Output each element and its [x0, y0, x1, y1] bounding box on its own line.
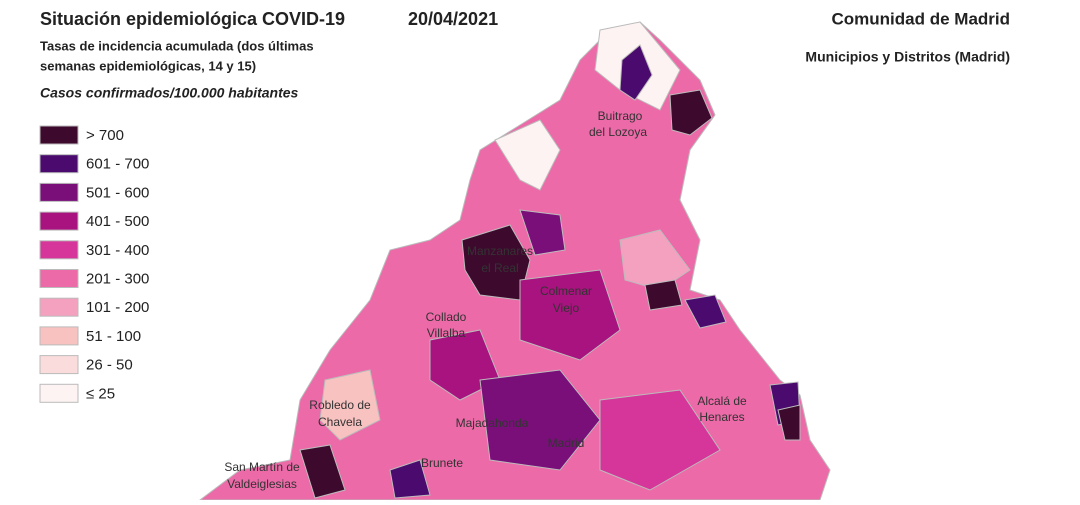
zone: [389, 459, 431, 499]
legend-swatch: [39, 125, 79, 145]
map-shapes: [198, 21, 831, 501]
zone: [319, 369, 381, 441]
unit: Casos confirmados/100.000 habitantes: [40, 85, 299, 101]
legend-swatch: [39, 154, 79, 174]
zone: [777, 404, 801, 441]
legend-label: 501 - 600: [86, 184, 149, 201]
place-label: Buitrago: [598, 109, 643, 123]
scope: Municipios y Distritos (Madrid): [805, 49, 1010, 65]
place-label: Brunete: [421, 456, 463, 470]
legend-label: 51 - 100: [86, 328, 141, 345]
legend-swatch: [39, 211, 79, 231]
zone: [599, 389, 721, 491]
legend-label: 401 - 500: [86, 213, 149, 230]
legend-label: ≤ 25: [86, 385, 115, 402]
subtitle: semanas epidemiológicas, 14 y 15): [40, 58, 256, 73]
place-label: Manzanares: [467, 244, 533, 258]
legend-label: 201 - 300: [86, 270, 149, 287]
zone: [479, 369, 601, 471]
zone: [619, 44, 653, 101]
legend-swatch: [39, 182, 79, 202]
place-label: Chavela: [318, 415, 362, 429]
zone: [644, 279, 683, 311]
region: Comunidad de Madrid: [832, 9, 1011, 28]
legend-swatch: [39, 355, 79, 375]
zone: [299, 444, 346, 499]
legend-swatch: [39, 269, 79, 288]
zone: [684, 294, 727, 329]
legend-label: 26 - 50: [86, 357, 133, 374]
place-label: Robledo de: [309, 398, 371, 412]
legend-swatch: [39, 297, 79, 317]
zone: [519, 269, 621, 361]
subtitle: Tasas de incidencia acumulada (dos últim…: [40, 38, 314, 53]
place-label: Majadahonda: [456, 416, 529, 430]
place-label: Villalba: [427, 326, 466, 340]
place-label: San Martín de: [224, 460, 300, 474]
place-label: Collado: [426, 310, 467, 324]
place-label: el Real: [481, 261, 518, 275]
zone: [519, 209, 566, 256]
place-label: Viejo: [553, 301, 580, 315]
legend-label: > 700: [86, 127, 124, 144]
zone: [494, 119, 561, 191]
date: 20/04/2021: [408, 9, 498, 29]
zone: [669, 89, 713, 136]
place-label: Alcalá de: [697, 394, 747, 408]
place-label: Madrid: [548, 436, 585, 450]
legend-label: 101 - 200: [86, 299, 149, 316]
legend-swatch: [39, 326, 79, 346]
place-label: Henares: [699, 410, 744, 424]
legend-swatch: [39, 240, 79, 260]
legend-label: 301 - 400: [86, 242, 149, 259]
place-label: del Lozoya: [589, 125, 647, 139]
legend-swatch: [39, 383, 79, 403]
title: Situación epidemiológica COVID-19: [40, 9, 345, 29]
place-label: Valdeiglesias: [227, 477, 297, 491]
place-label: Colmenar: [540, 284, 592, 298]
legend-label: 601 - 700: [86, 156, 149, 173]
